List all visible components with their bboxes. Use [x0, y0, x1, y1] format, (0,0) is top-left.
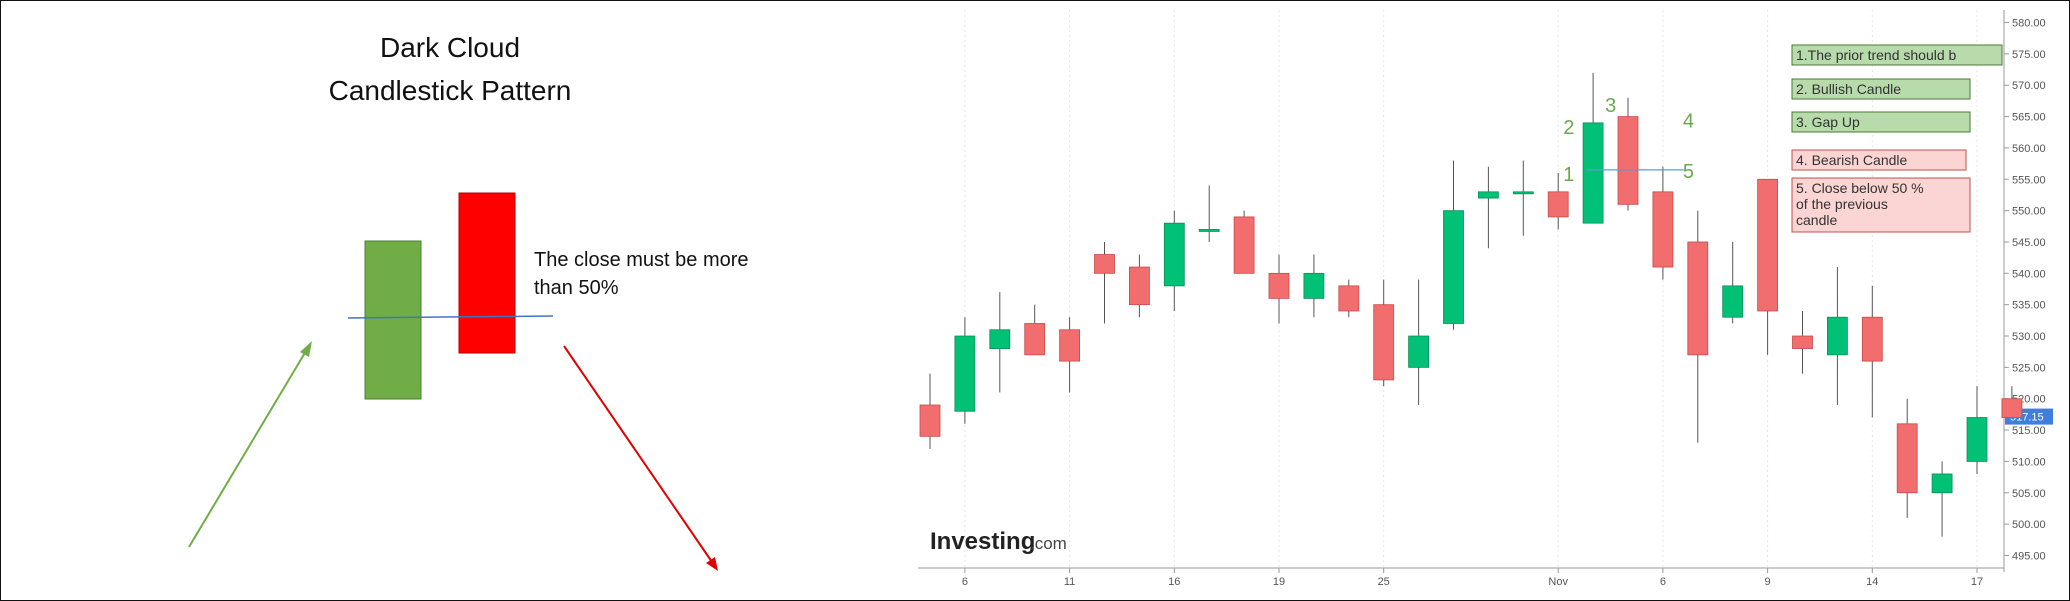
x-tick-label: 6 — [962, 576, 968, 588]
legend-box-4 — [1791, 149, 1967, 171]
pattern-label-1: 1 — [1563, 164, 1574, 186]
candle-bearish — [919, 404, 941, 437]
candle-bullish — [989, 329, 1011, 349]
pattern-label-5: 5 — [1683, 161, 1694, 183]
x-tick-label: 25 — [1378, 576, 1390, 588]
pattern-label-3: 3 — [1605, 95, 1616, 117]
candle-bullish — [954, 335, 976, 412]
y-tick-label: 515.00 — [2012, 425, 2046, 437]
y-tick-label: 545.00 — [2012, 237, 2046, 249]
bearish-candle-shape — [458, 192, 516, 354]
x-tick-label: Nov — [1548, 576, 1568, 588]
candle-bullish — [1303, 272, 1325, 299]
pattern-legend: 1.The prior trend should b 2. Bullish Can… — [1791, 44, 2003, 233]
y-tick-label: 580.00 — [2012, 18, 2046, 30]
y-tick-label: 550.00 — [2012, 206, 2046, 218]
legend-text-1: 1.The prior trend should b — [1796, 47, 1957, 63]
candles — [919, 72, 2023, 537]
legend-text-4: 4. Bearish Candle — [1796, 152, 1908, 168]
midpoint-line — [347, 315, 554, 319]
investing-watermark: Investing .com — [930, 528, 1067, 555]
diagram-title-line1: Dark Cloud — [380, 32, 520, 63]
x-tick-label: 17 — [1971, 576, 1983, 588]
candle-bullish — [1827, 316, 1848, 356]
watermark-suffix: .com — [1030, 534, 1067, 553]
candle-bullish — [1478, 191, 1499, 199]
legend-box-3 — [1791, 111, 1971, 133]
dark-cloud-diagram: Dark Cloud Candlestick Pattern The close… — [188, 32, 749, 571]
candle-bullish — [1722, 285, 1744, 318]
candle-bearish — [1059, 329, 1080, 362]
candle-bullish — [1582, 122, 1604, 224]
y-tick-label: 500.00 — [2012, 519, 2046, 531]
chart-grid — [964, 10, 1978, 568]
y-tick-label: 535.00 — [2012, 300, 2046, 312]
candle-bearish — [2001, 398, 2023, 418]
x-tick-label: 6 — [1660, 576, 1666, 588]
legend-text-5-line2: of the previous — [1796, 196, 1888, 212]
x-tick-label: 19 — [1273, 576, 1285, 588]
pattern-annotations: 1 2 3 4 5 — [1563, 95, 1694, 186]
legend-box-5 — [1791, 177, 1971, 233]
diagram-note-line2: than 50% — [534, 277, 619, 299]
bullish-candle-shape — [364, 240, 422, 400]
candle-bearish — [1757, 178, 1778, 312]
candle-bullish — [1198, 229, 1220, 232]
y-tick-label: 505.00 — [2012, 488, 2046, 500]
candle-bearish — [1373, 304, 1395, 381]
chart-axes: 580.00 575.00 570.00 565.00 560.00 555.00 550.… — [918, 10, 2053, 588]
pattern-label-2: 2 — [1563, 117, 1574, 139]
diagram-title-line2: Candlestick Pattern — [329, 75, 572, 106]
y-tick-label: 570.00 — [2012, 80, 2046, 92]
candle-bearish — [1268, 272, 1290, 299]
candle-bullish — [1443, 210, 1464, 324]
diagram-note-line1: The close must be more — [534, 249, 749, 271]
legend-text-5-line3: candle — [1796, 212, 1837, 228]
candle-bearish — [1617, 116, 1639, 205]
candle-bearish — [1233, 216, 1255, 274]
y-tick-label: 540.00 — [2012, 268, 2046, 280]
y-tick-label: 565.00 — [2012, 112, 2046, 124]
candle-bullish — [1966, 417, 1988, 462]
legend-box-1 — [1791, 44, 2003, 66]
candle-bearish — [1024, 323, 1046, 356]
legend-box-2 — [1791, 78, 1971, 100]
candle-bearish — [1547, 191, 1569, 218]
downtrend-arrow-icon — [563, 345, 718, 571]
candle-bearish — [1129, 266, 1150, 306]
y-tick-label: 575.00 — [2012, 49, 2046, 61]
candle-bearish — [1896, 423, 1918, 494]
candle-bearish — [1792, 335, 1813, 349]
uptrend-arrow-icon — [188, 341, 312, 548]
x-tick-label: 14 — [1866, 576, 1878, 588]
y-tick-label: 495.00 — [2012, 550, 2046, 562]
candlestick-chart: 580.00 575.00 570.00 565.00 560.00 555.00 550.… — [918, 10, 2053, 588]
candle-bullish — [1512, 191, 1534, 195]
x-tick-label: 9 — [1765, 576, 1771, 588]
candle-bullish — [1408, 335, 1429, 368]
candle-bearish — [1687, 241, 1709, 356]
legend-text-5: 5. Close below 50 % — [1796, 180, 1924, 196]
y-tick-label: 510.00 — [2012, 456, 2046, 468]
pattern-label-4: 4 — [1683, 111, 1694, 133]
candle-bearish — [1861, 316, 1883, 362]
y-tick-label: 525.00 — [2012, 362, 2046, 374]
watermark-text: Investing — [930, 528, 1035, 555]
candle-bearish — [1652, 191, 1674, 268]
legend-text-2: 2. Bullish Candle — [1796, 81, 1901, 97]
y-tick-label: 555.00 — [2012, 174, 2046, 186]
candle-bullish — [1931, 473, 1953, 494]
x-tick-label: 16 — [1168, 576, 1180, 588]
y-tick-label: 560.00 — [2012, 143, 2046, 155]
legend-text-3: 3. Gap Up — [1796, 114, 1860, 130]
candle-bearish — [1094, 254, 1115, 274]
x-tick-label: 11 — [1064, 576, 1075, 588]
candle-bullish — [1163, 222, 1185, 287]
y-tick-label: 530.00 — [2012, 331, 2046, 343]
candle-bearish — [1338, 285, 1360, 312]
